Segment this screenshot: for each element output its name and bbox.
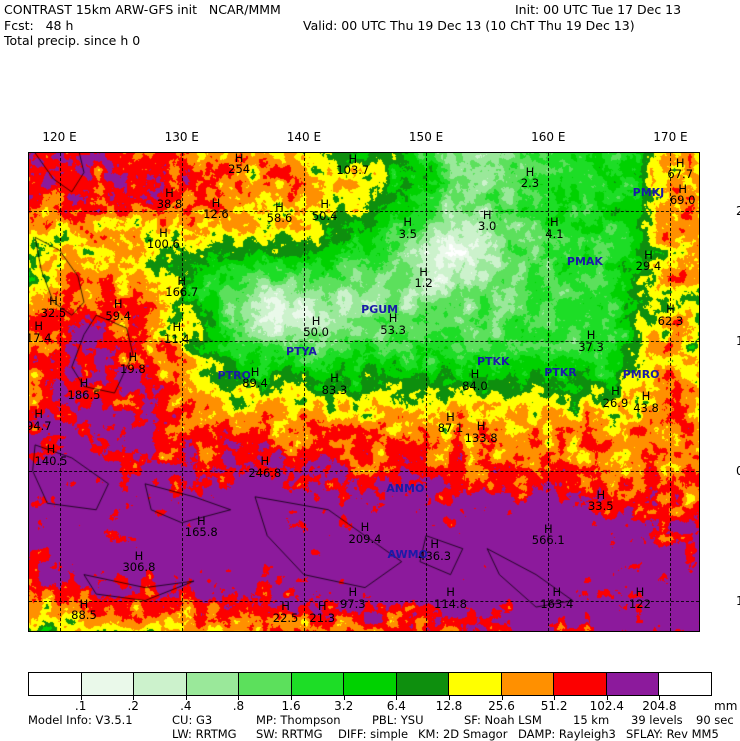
model-info-row-2: LW: RRTMG SW: RRTMG DIFF: simple KM: 2D Sma… bbox=[28, 727, 728, 741]
model-info-item: MP: Thompson bbox=[256, 713, 341, 727]
lat-tick-label: 10 N bbox=[736, 334, 740, 349]
colorbar-swatches bbox=[28, 672, 712, 696]
colorbar-tick bbox=[185, 696, 187, 700]
lat-gridline bbox=[29, 470, 699, 472]
colorbar-swatch bbox=[81, 673, 135, 695]
header-row-3: Total precip. since h 0 bbox=[4, 33, 736, 49]
colorbar-tick-label: 3.2 bbox=[334, 699, 354, 713]
colorbar-tick-label: 1.6 bbox=[281, 699, 301, 713]
colorbar-tick bbox=[554, 696, 556, 700]
field-description: Total precip. since h 0 bbox=[4, 33, 141, 48]
station-label: ANMO bbox=[386, 481, 425, 495]
colorbar-swatch bbox=[554, 673, 607, 695]
model-info-item: LW: RRTMG bbox=[172, 727, 237, 741]
colorbar-unit-label: mm bbox=[714, 699, 738, 713]
colorbar-swatch bbox=[291, 673, 345, 695]
colorbar-tick bbox=[606, 696, 608, 700]
colorbar-tick-label: .4 bbox=[180, 699, 192, 713]
colorbar-swatch bbox=[606, 673, 660, 695]
model-info-item: 15 km bbox=[573, 713, 610, 727]
station-label: PTKK bbox=[476, 354, 510, 368]
lon-tick-label: 150 E bbox=[408, 130, 444, 144]
station-label: PMKJ bbox=[632, 185, 665, 199]
colorbar-tick bbox=[448, 696, 450, 700]
colorbar-tick-label: 6.4 bbox=[386, 699, 406, 713]
map-frame: H 254 H 103.7 H 67.7 H 69.0 H 38.8 H 12.6 H 58.6 H 50.4… bbox=[28, 152, 700, 632]
station-label: PGUM bbox=[361, 302, 399, 316]
lon-gridline bbox=[548, 153, 550, 631]
colorbar-swatch bbox=[186, 673, 240, 695]
station-label: PTKR bbox=[544, 366, 577, 380]
colorbar-swatch bbox=[501, 673, 555, 695]
colorbar-tick-label: .8 bbox=[232, 699, 245, 713]
lat-gridline bbox=[29, 341, 699, 343]
lon-gridline bbox=[181, 153, 183, 631]
station-label: PMAK bbox=[566, 254, 603, 268]
station-label: PTYA bbox=[285, 345, 317, 359]
model-info-item: SFLAY: Rev MM5 bbox=[626, 727, 719, 741]
model-info-item: SF: Noah LSM bbox=[464, 713, 542, 727]
lon-tick-label: 120 E bbox=[42, 130, 77, 144]
station-label: PTRO bbox=[217, 368, 251, 382]
model-info-item: SW: RRTMG bbox=[256, 727, 323, 741]
lat-gridline bbox=[29, 211, 699, 213]
colorbar: .1 .2 .4 .8 1.6 3.2 6.4 12.8 25.6 51.2 102.4 204.8 bbox=[28, 672, 712, 713]
lon-tick-label: 170 E bbox=[653, 130, 688, 144]
colorbar-tick-label: .2 bbox=[127, 699, 139, 713]
colorbar-tick bbox=[501, 696, 503, 700]
model-info-item: CU: G3 bbox=[172, 713, 213, 727]
precip-field bbox=[29, 153, 699, 631]
colorbar-swatch bbox=[29, 673, 82, 695]
colorbar-swatch bbox=[239, 673, 292, 695]
lon-gridline bbox=[303, 153, 305, 631]
station-label: AWMO bbox=[387, 547, 428, 561]
colorbar-swatch bbox=[396, 673, 450, 695]
model-info-item: DIFF: simple bbox=[338, 727, 409, 741]
forecast-hour: Fcst: 48 h bbox=[4, 17, 74, 33]
header-row-1: CONTRAST 15km ARW-GFS init NCAR/MMM Init… bbox=[4, 2, 736, 18]
colorbar-tick-label: 204.8 bbox=[642, 699, 677, 713]
model-info-item: 90 sec bbox=[696, 713, 734, 727]
model-info-row-1: Model Info: V3.5.1 CU: G3 MP: Thompson PBL:… bbox=[28, 713, 734, 727]
lat-gridline bbox=[29, 600, 699, 602]
colorbar-tick bbox=[238, 696, 240, 700]
plot-header: CONTRAST 15km ARW-GFS init NCAR/MMM Init… bbox=[4, 2, 736, 50]
lat-tick-label: 0 bbox=[736, 463, 740, 478]
lon-tick-label: 140 E bbox=[286, 130, 322, 144]
colorbar-tick-label: 25.6 bbox=[488, 699, 515, 713]
colorbar-tick bbox=[80, 696, 82, 700]
model-info-item: KM: 2D Smagor bbox=[418, 727, 508, 741]
lat-tick-label: 10 S bbox=[736, 593, 740, 608]
colorbar-tick-label: 102.4 bbox=[589, 699, 624, 713]
colorbar-swatch bbox=[344, 673, 397, 695]
lat-tick-label: 20 N bbox=[736, 204, 740, 219]
colorbar-tick-label: 51.2 bbox=[540, 699, 568, 713]
valid-time: Valid: 00 UTC Thu 19 Dec 13 (10 ChT Thu … bbox=[303, 17, 635, 33]
model-info-block: Model Info: V3.5.1 CU: G3 MP: Thompson PBL:… bbox=[28, 713, 734, 741]
colorbar-swatch bbox=[449, 673, 502, 695]
colorbar-tick bbox=[133, 696, 135, 700]
header-row-2: Fcst: 48 h Valid: 00 UTC Thu 19 Dec 13 (… bbox=[4, 18, 736, 34]
model-info-item: Model Info: V3.5.1 bbox=[28, 713, 133, 727]
lon-tick-label: 160 E bbox=[531, 130, 566, 144]
colorbar-tick bbox=[343, 696, 345, 700]
precipitation-map: H 254 H 103.7 H 67.7 H 69.0 H 38.8 H 12.6 H 58.6 H 50.4… bbox=[28, 130, 740, 632]
colorbar-tick-label: .1 bbox=[74, 699, 87, 713]
model-info-item: 39 levels bbox=[631, 713, 683, 727]
colorbar-swatch bbox=[134, 673, 187, 695]
colorbar-tick bbox=[659, 696, 661, 700]
station-label: PMRO bbox=[622, 367, 660, 381]
model-title: CONTRAST 15km ARW-GFS init NCAR/MMM bbox=[4, 2, 281, 17]
lon-gridline bbox=[670, 153, 672, 631]
colorbar-tick bbox=[396, 696, 398, 700]
lon-gridline bbox=[426, 153, 428, 631]
colorbar-tick-label: 12.8 bbox=[435, 699, 463, 713]
lon-tick-label: 130 E bbox=[164, 130, 199, 144]
model-info-item: PBL: YSU bbox=[372, 713, 424, 727]
colorbar-tick bbox=[291, 696, 293, 700]
lon-gridline bbox=[59, 153, 61, 631]
colorbar-swatch bbox=[659, 673, 711, 695]
init-time: Init: 00 UTC Tue 17 Dec 13 bbox=[515, 2, 682, 17]
model-info-item: DAMP: Rayleigh3 bbox=[518, 727, 616, 741]
